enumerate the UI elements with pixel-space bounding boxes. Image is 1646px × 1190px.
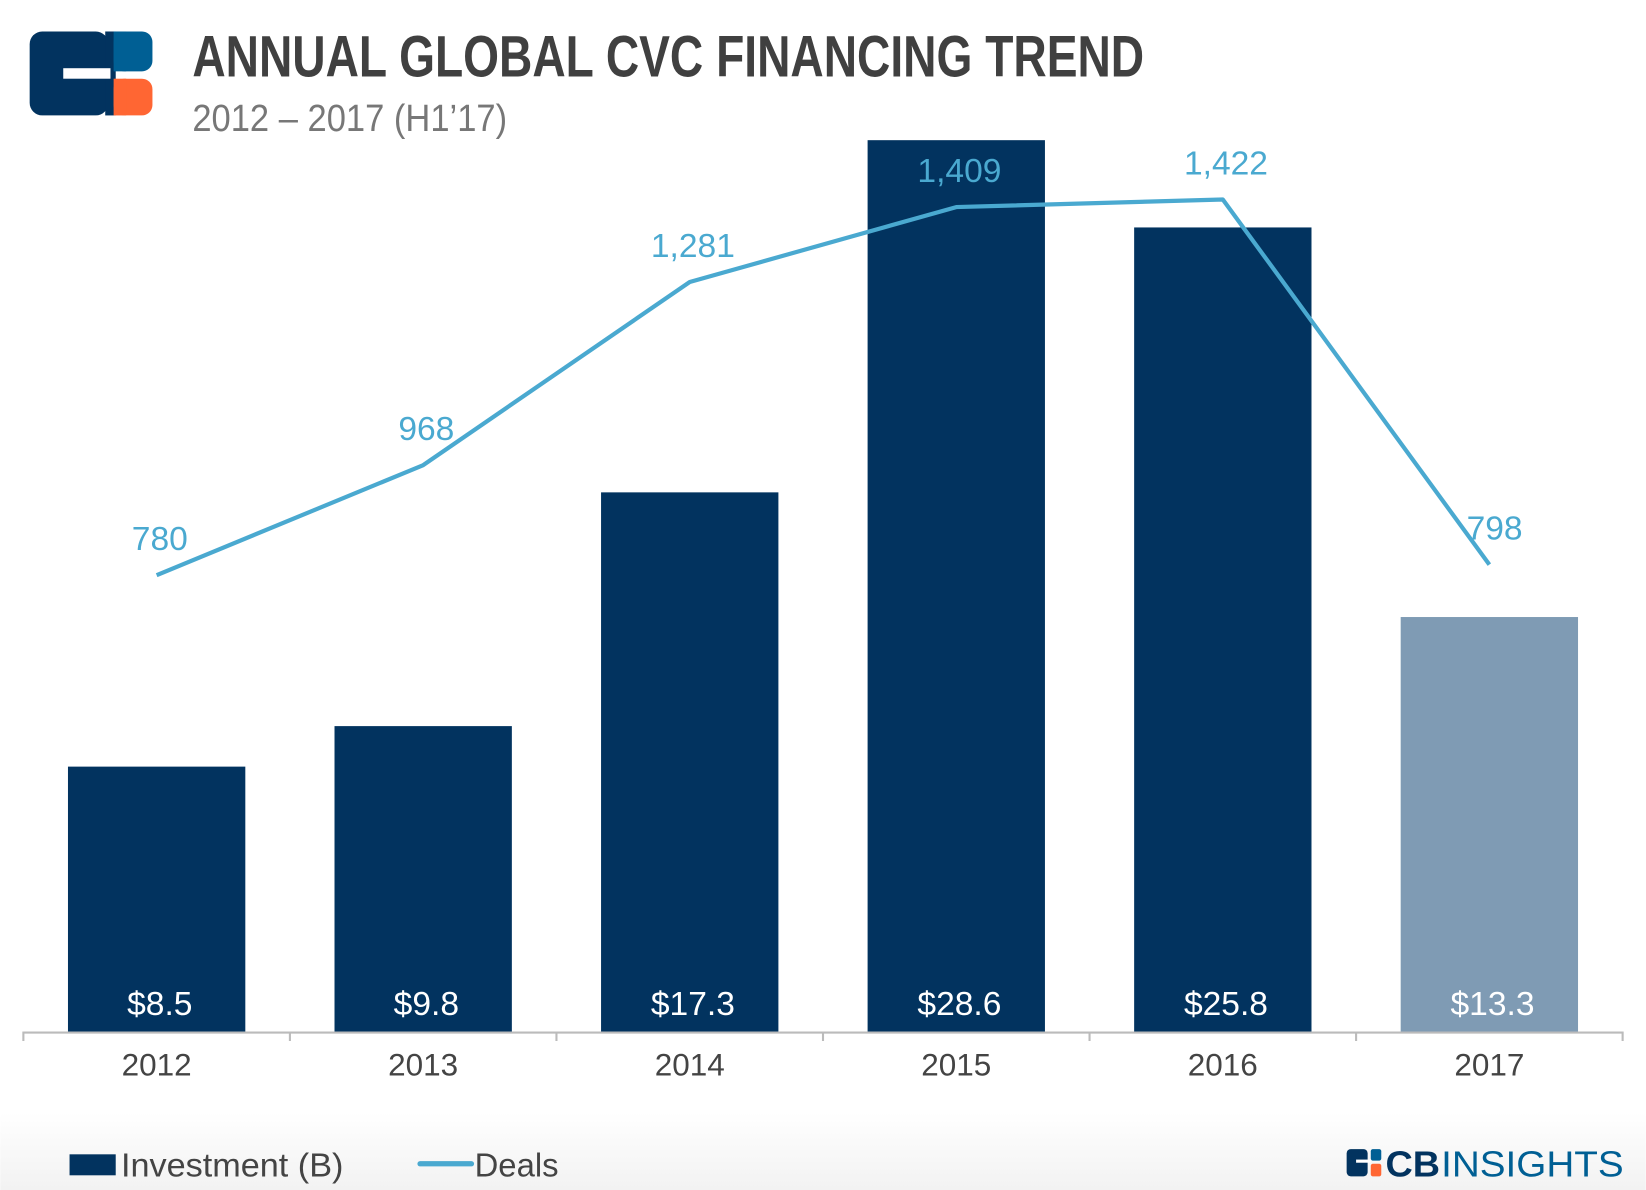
logo-text-insights: INSIGHTS <box>1441 1144 1624 1184</box>
cbinsights-logo: CB INSIGHTS <box>1346 1144 1624 1184</box>
x-tick-label-2013: 2013 <box>388 1048 458 1083</box>
deals-label-2012: 780 <box>132 521 188 558</box>
chart-title: ANNUAL GLOBAL CVC FINANCING TREND <box>192 25 1144 90</box>
legend-label-deals: Deals <box>475 1147 559 1184</box>
bar-2016 <box>1134 227 1312 1032</box>
deals-label-2015: 1,409 <box>917 153 1001 190</box>
logo-text-cb: CB <box>1385 1144 1440 1184</box>
x-tick-label-2017: 2017 <box>1454 1048 1524 1083</box>
legend-label-investment: Investment (B) <box>121 1147 343 1184</box>
bar-label-2015: $28.6 <box>917 986 1001 1023</box>
bar-2014 <box>601 492 779 1032</box>
x-axis: 2012 2013 2014 2015 2016 2017 <box>22 1031 1624 1083</box>
bar-label-2016: $25.8 <box>1184 986 1268 1023</box>
bar-label-2017: $13.3 <box>1450 986 1534 1023</box>
bar-2013 <box>334 726 512 1032</box>
deals-label-2016: 1,422 <box>1184 145 1268 182</box>
bar-label-2014: $17.3 <box>651 986 735 1023</box>
bar-2015 <box>867 140 1045 1032</box>
x-tick-label-2014: 2014 <box>655 1048 725 1083</box>
deals-line <box>155 197 1492 578</box>
x-tick-label-2012: 2012 <box>122 1048 192 1083</box>
header-logo <box>29 31 153 116</box>
deals-label-2014: 1,281 <box>651 228 735 265</box>
line-series: 780 968 1,281 1,409 1,422 798 <box>132 145 1523 578</box>
x-tick-label-2015: 2015 <box>921 1048 991 1083</box>
deals-label-2017: 798 <box>1467 510 1523 547</box>
bar-label-2012: $8.5 <box>127 986 192 1023</box>
chart-subtitle: 2012 – 2017 (H1’17) <box>192 98 507 140</box>
bar-series: $8.5 $9.8 $17.3 $28.6 $25.8 $13.3 <box>67 140 1579 1032</box>
legend-swatch-investment <box>69 1154 116 1176</box>
legend: Investment (B) Deals <box>69 1147 559 1184</box>
bar-2017 <box>1400 617 1579 1032</box>
x-tick-label-2016: 2016 <box>1188 1048 1258 1083</box>
deals-label-2013: 968 <box>398 411 454 448</box>
bar-2012 <box>67 766 246 1032</box>
bar-label-2013: $9.8 <box>394 986 459 1023</box>
